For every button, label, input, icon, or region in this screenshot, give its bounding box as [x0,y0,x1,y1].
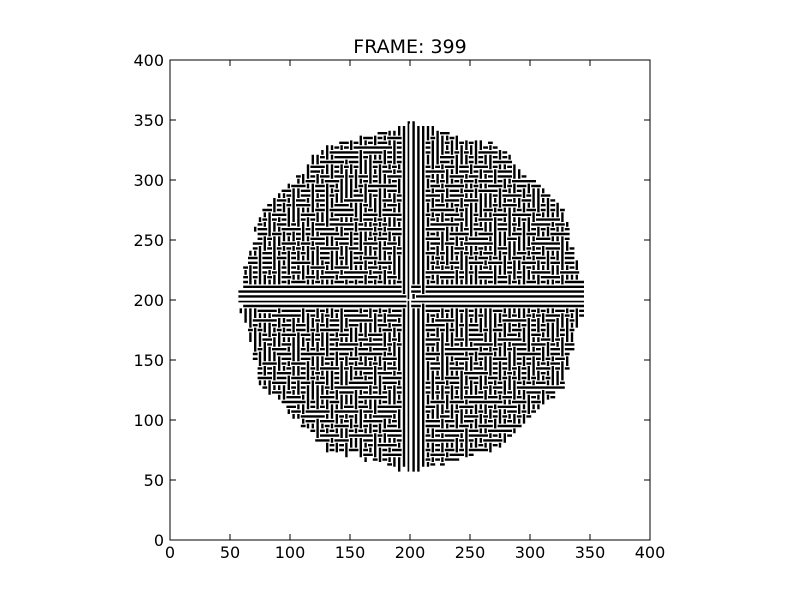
x-tick-label: 400 [635,543,666,562]
y-axis: 0 50 100 150 200 250 300 350 400 [133,51,650,550]
chart-title: FRAME: 399 [353,36,466,58]
x-tick-label: 200 [395,543,426,562]
y-tick-label: 400 [133,51,164,70]
x-tick-label: 0 [165,543,175,562]
y-tick-label: 0 [154,531,164,550]
y-tick-label: 50 [144,471,164,490]
maze-pattern [233,121,587,477]
x-tick-label: 150 [335,543,366,562]
y-tick-label: 150 [133,351,164,370]
y-tick-label: 300 [133,171,164,190]
x-tick-label: 300 [515,543,546,562]
maze-cells [238,121,584,472]
x-tick-label: 250 [455,543,486,562]
x-tick-label: 50 [220,543,240,562]
y-tick-label: 250 [133,231,164,250]
x-tick-label: 350 [575,543,606,562]
y-tick-label: 100 [133,411,164,430]
x-axis: 0 50 100 150 200 250 300 350 400 [165,60,665,562]
plot-area [169,59,651,541]
x-tick-label: 100 [275,543,306,562]
y-tick-label: 350 [133,111,164,130]
y-tick-label: 200 [133,291,164,310]
